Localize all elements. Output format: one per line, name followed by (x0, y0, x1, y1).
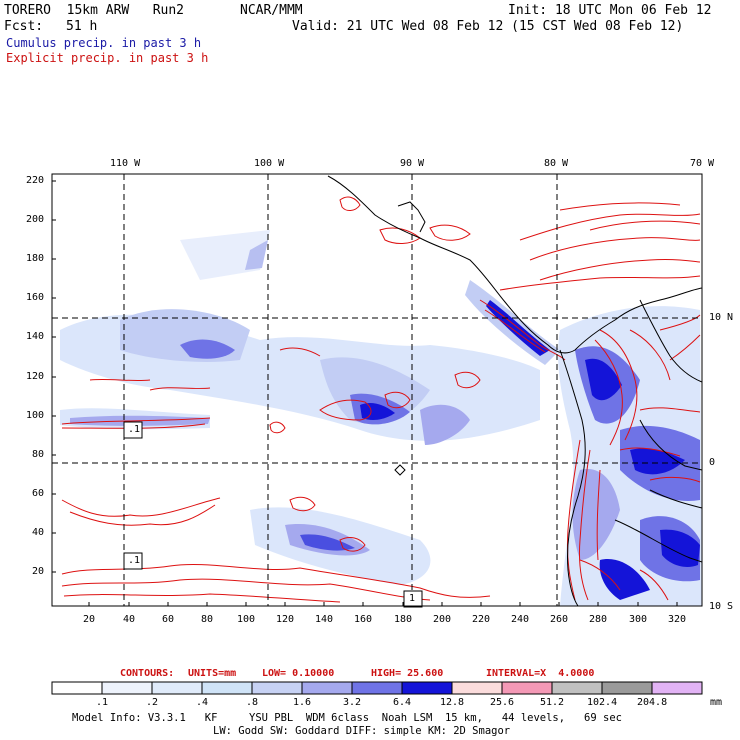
x-label: 200 (433, 614, 452, 625)
x-label: 160 (354, 614, 373, 625)
x-label: 100 (237, 614, 256, 625)
y-label: 40 (32, 527, 45, 538)
contour-units: UNITS=mm (188, 668, 237, 679)
y-label: 220 (26, 175, 45, 186)
y-label: 60 (32, 488, 45, 499)
x-label: 300 (629, 614, 648, 625)
y-label: 160 (26, 292, 45, 303)
colorbar-label: .8 (246, 697, 259, 708)
org-label: NCAR/MMM (240, 3, 303, 18)
x-label: 120 (276, 614, 295, 625)
init-time: Init: 18 UTC Mon 06 Feb 12 (508, 3, 712, 18)
y-ticks (52, 180, 56, 573)
colorbar-unit: mm (710, 697, 723, 708)
contour-interval: INTERVAL=X 4.0000 (486, 668, 595, 679)
precip-field (60, 230, 702, 606)
x-label: 180 (394, 614, 413, 625)
colorbar-label: .1 (96, 697, 109, 708)
model-title: TORERO 15km ARW Run2 (4, 3, 185, 18)
y-label: 20 (32, 566, 45, 577)
colorbar-label: .2 (146, 697, 159, 708)
lon-label-110w: 110 W (110, 158, 141, 169)
colorbar-label: 25.6 (490, 697, 515, 708)
colorbar-label: 102.4 (587, 697, 618, 708)
contour-label: CONTOURS: (120, 668, 175, 679)
y-label: 100 (26, 410, 45, 421)
y-label: 120 (26, 371, 45, 382)
fcst-label: Fcst: (4, 19, 44, 34)
lon-label-70w: 70 W (690, 158, 715, 169)
marker-label-1: .1 (128, 424, 141, 435)
contour-low: LOW= 0.10000 (262, 668, 335, 679)
x-label: 240 (511, 614, 530, 625)
coastlines (327, 175, 702, 606)
x-label: 60 (162, 614, 175, 625)
colorbar-label: 6.4 (393, 697, 412, 708)
lat-lon-grid (52, 174, 702, 606)
x-label: 20 (83, 614, 96, 625)
y-label: 140 (26, 331, 45, 342)
marker-label-3: 1 (409, 593, 416, 604)
plot-frame (51, 173, 703, 607)
lat-label-0: 0 (709, 457, 716, 468)
valid-time: Valid: 21 UTC Wed 08 Feb 12 (15 CST Wed … (292, 19, 684, 34)
lon-label-90w: 90 W (400, 158, 425, 169)
y-label: 180 (26, 253, 45, 264)
lon-label-80w: 80 W (544, 158, 569, 169)
y-label: 80 (32, 449, 45, 460)
fcst-value: 51 h (66, 19, 98, 34)
y-label: 200 (26, 214, 45, 225)
contour-high: HIGH= 25.600 (371, 668, 444, 679)
lat-label-10s: 10 S (709, 601, 734, 612)
cumulus-legend: Cumulus precip. in past 3 h (6, 36, 202, 50)
lat-label-10n: 10 N (709, 312, 734, 323)
marker-label-2: .1 (128, 555, 141, 566)
lon-label-100w: 100 W (254, 158, 285, 169)
colorbar-label: 51.2 (540, 697, 565, 708)
x-label: 80 (201, 614, 214, 625)
colorbar-label: .4 (196, 697, 209, 708)
marker-boxes (123, 421, 423, 608)
x-label: 260 (550, 614, 569, 625)
model-info-line1: Model Info: V3.3.1 KF YSU PBL WDM 6class… (72, 712, 622, 724)
colorbar-label: 3.2 (343, 697, 362, 708)
x-label: 320 (668, 614, 687, 625)
x-label: 40 (123, 614, 136, 625)
x-label: 140 (315, 614, 334, 625)
x-ticks (88, 602, 678, 606)
explicit-legend: Explicit precip. in past 3 h (6, 51, 209, 65)
colorbar-label: 12.8 (440, 697, 465, 708)
model-info-line2: LW: Godd SW: Goddard DIFF: simple KM: 2D… (213, 725, 511, 737)
x-label: 280 (589, 614, 608, 625)
colorbar-label: 1.6 (293, 697, 312, 708)
colorbar-label: 204.8 (637, 697, 668, 708)
x-label: 220 (472, 614, 491, 625)
